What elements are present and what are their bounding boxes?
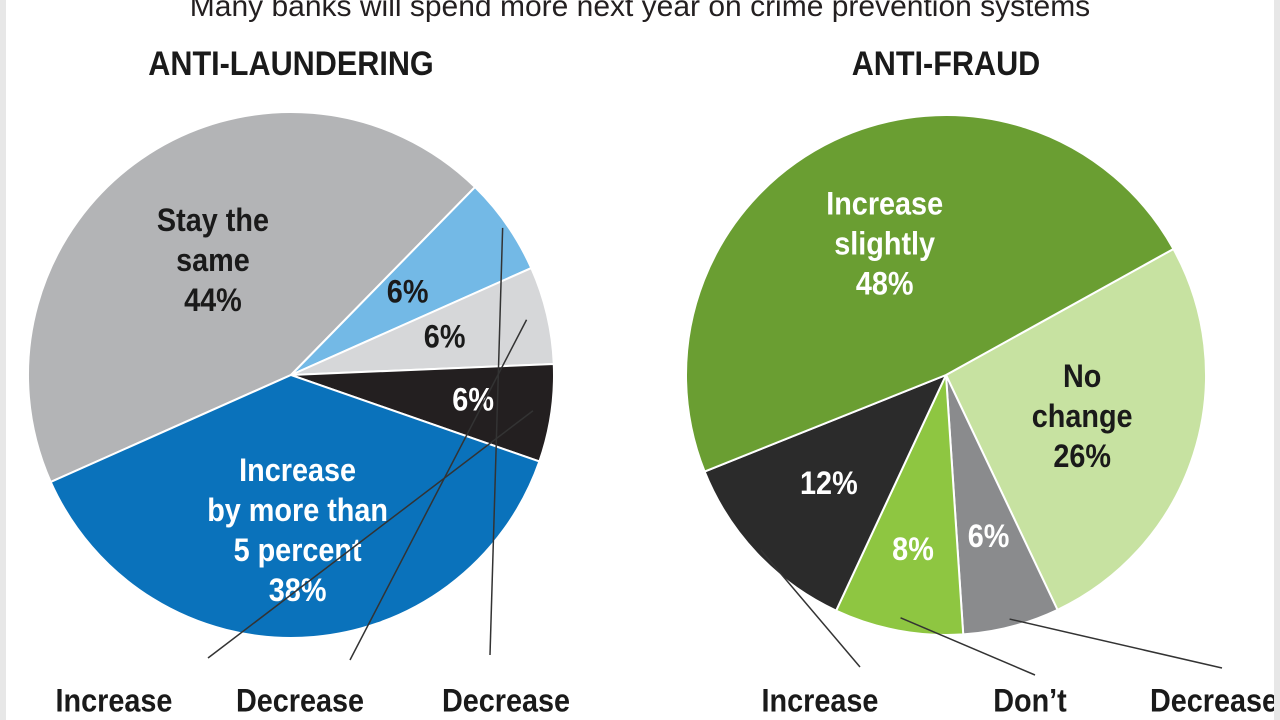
- pie-slice: [27, 111, 477, 484]
- slice-label: Increase: [826, 186, 943, 222]
- callout-label: Increase: [762, 683, 879, 719]
- slice-label: 6%: [387, 274, 429, 310]
- slice-label: 6%: [452, 382, 494, 418]
- callout-line: [349, 319, 528, 661]
- pie-slice: [703, 373, 948, 612]
- callout-line: [760, 549, 861, 668]
- pie-slice: [834, 374, 965, 636]
- slice-label: 6%: [968, 519, 1010, 555]
- pie-slice: [49, 373, 541, 639]
- callout-label: Decrease: [1150, 683, 1278, 719]
- callout-line: [207, 410, 534, 659]
- slice-label: No: [1063, 359, 1101, 395]
- pie-title: ANTI-LAUNDERING: [148, 45, 433, 83]
- pie-anti-laundering: ANTI-LAUNDERING Stay the same 44% 6% 6% 6% Incr…: [27, 45, 570, 719]
- pie-slice: [685, 114, 1175, 473]
- slice-label: 26%: [1053, 439, 1111, 475]
- pie-anti-fraud: ANTI-FRAUD No change 26% 6% 8% 12% Increase slig…: [685, 45, 1278, 719]
- callout-line: [1009, 618, 1223, 669]
- callout-line: [489, 227, 504, 656]
- slice-label: Stay the: [157, 203, 269, 239]
- slice-label: 12%: [800, 466, 858, 502]
- slice-label: by more than: [207, 493, 388, 529]
- pie-title: ANTI-FRAUD: [852, 45, 1041, 83]
- slice-label: change: [1032, 399, 1133, 435]
- slice-label: 48%: [856, 266, 914, 302]
- slice-label: same: [176, 243, 250, 279]
- slice-label: slightly: [834, 226, 935, 262]
- slice-label: 8%: [892, 531, 934, 567]
- callout-label: Increase: [56, 683, 173, 719]
- slice-label: 44%: [184, 283, 242, 319]
- callout-label: Decrease: [236, 683, 364, 719]
- callout-line: [900, 617, 1036, 676]
- slice-label: 5 percent: [234, 533, 362, 569]
- callout-label: Decrease: [442, 683, 570, 719]
- callout-label: Don’t: [993, 683, 1067, 719]
- slice-label: Increase: [239, 453, 356, 489]
- slice-label: 6%: [424, 319, 466, 355]
- headline: Many banks will spend more next year on …: [190, 0, 1090, 23]
